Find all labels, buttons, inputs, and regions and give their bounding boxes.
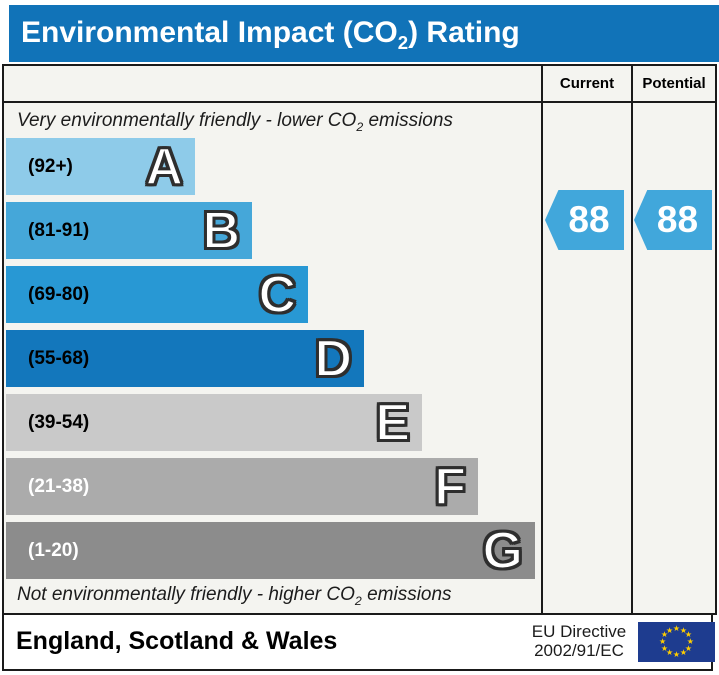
bottom-note-text: Not environmentally friendly - higher CO	[17, 584, 355, 605]
eu-flag-star-icon: ★	[665, 625, 674, 635]
band-row-e: (39-54) E	[6, 394, 422, 452]
band-range-label: (92+)	[28, 156, 73, 177]
potential-column-header: Potential	[642, 75, 706, 92]
band-row-a: (92+) A	[6, 138, 195, 196]
band-row-c: (69-80) C	[6, 266, 308, 324]
region-label: England, Scotland & Wales	[16, 627, 338, 655]
band-letter: G	[482, 522, 524, 580]
page-title: Environmental Impact (CO2) Rating	[9, 5, 719, 71]
co2-subscript: 2	[397, 32, 409, 53]
potential-rating-value: 88	[656, 199, 699, 240]
band-row-g: (1-20) G	[6, 522, 535, 580]
eu-flag-star-icon: ★	[665, 648, 674, 658]
band-range-label: (1-20)	[28, 540, 79, 561]
eu-flag-star-icon: ★	[684, 630, 693, 640]
current-column-header: Current	[559, 75, 615, 92]
eu-flag-star-icon: ★	[672, 650, 681, 660]
eu-flag-star-icon: ★	[660, 643, 669, 653]
title-bar: Environmental Impact (CO2) Rating	[9, 5, 719, 62]
potential-rating-arrow: 88	[634, 190, 712, 250]
band-letter: F	[433, 458, 467, 516]
eu-directive-line2: 2002/91/EC	[534, 641, 624, 660]
current-rating-value: 88	[568, 199, 610, 240]
eu-flag-star-icon: ★	[684, 643, 693, 653]
band-letter: D	[313, 330, 353, 388]
eu-directive-label: EU Directive 2002/91/EC	[527, 622, 631, 660]
footer-bar: England, Scotland & Wales EU Directive 2…	[2, 615, 715, 671]
eu-flag-star-icon: ★	[679, 625, 688, 635]
band-range-label: (39-54)	[28, 412, 90, 433]
band-range-label: (55-68)	[28, 348, 90, 369]
current-rating-arrow: 88	[545, 190, 624, 250]
co2-subscript: 2	[354, 593, 362, 608]
eu-flag-star-icon: ★	[660, 630, 669, 640]
bottom-note: Not environmentally friendly - higher CO…	[17, 584, 452, 608]
page-title-text: Environmental Impact (CO	[21, 16, 398, 49]
band-letter: A	[144, 138, 184, 196]
current-column-divider	[541, 66, 543, 613]
band-letter: B	[201, 202, 241, 260]
rating-table: Current Potential Very environmentally f…	[2, 64, 717, 615]
top-note-suffix: emissions	[363, 110, 453, 131]
top-note: Very environmentally friendly - lower CO…	[17, 110, 453, 134]
page-title-suffix: ) Rating	[408, 16, 520, 49]
eu-flag: ★ ★ ★ ★ ★ ★ ★ ★ ★ ★ ★ ★	[638, 622, 715, 662]
eu-directive-line1: EU Directive	[531, 622, 627, 641]
band-letter: E	[374, 394, 411, 452]
co2-subscript: 2	[356, 119, 364, 134]
eu-flag-star-icon: ★	[679, 648, 688, 658]
band-row-b: (81-91) B	[6, 202, 252, 260]
top-note-text: Very environmentally friendly - lower CO	[17, 110, 357, 131]
eu-flag-star-icon: ★	[686, 637, 694, 646]
potential-column-divider	[631, 66, 633, 613]
band-range-label: (81-91)	[28, 220, 90, 241]
table-header-row: Current Potential	[4, 66, 715, 103]
band-row-f: (21-38) F	[6, 458, 478, 516]
band-row-d: (55-68) D	[6, 330, 364, 388]
band-range-label: (69-80)	[28, 284, 90, 305]
eu-flag-star-icon: ★	[672, 623, 681, 633]
band-letter: C	[257, 266, 297, 324]
eu-flag-star-icon: ★	[659, 637, 667, 646]
bottom-note-suffix: emissions	[361, 584, 452, 605]
band-range-label: (21-38)	[28, 476, 90, 497]
